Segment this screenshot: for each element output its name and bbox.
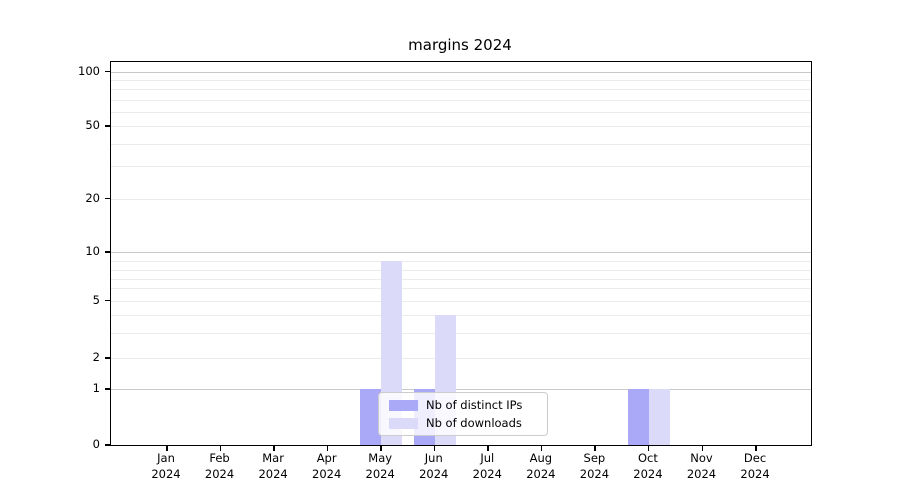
y-tick-label-20: 20	[85, 190, 100, 205]
legend-item-distinct-ips: Nb of distinct IPs	[389, 398, 547, 412]
x-tick-label-sep: Sep 2024	[579, 451, 610, 481]
x-tick-mark-may	[380, 446, 382, 451]
x-tick-label-feb: Feb 2024	[204, 451, 235, 481]
y-tick-label-100: 100	[78, 63, 100, 78]
minor-gridline-3	[111, 333, 811, 334]
x-tick-mark-sep	[594, 446, 596, 451]
x-tick-mark-jan	[166, 446, 168, 451]
legend-label-downloads: Nb of downloads	[426, 416, 522, 430]
minor-gridline-8	[111, 269, 811, 271]
plot-area: Nb of distinct IPs Nb of downloads	[110, 61, 812, 446]
minor-gridline-80	[111, 89, 811, 90]
y-tick-mark-0	[105, 444, 110, 446]
major-gridline-10	[111, 252, 811, 253]
major-gridline-100	[111, 71, 811, 73]
legend-item-downloads: Nb of downloads	[389, 416, 547, 430]
y-tick-mark-20	[105, 197, 110, 199]
minor-gridline-7	[111, 278, 811, 280]
minor-gridline-5	[111, 300, 811, 302]
minor-gridline-20	[111, 198, 811, 200]
minor-gridline-9	[111, 260, 811, 262]
y-tick-mark-10	[105, 251, 110, 253]
x-tick-label-jan: Jan 2024	[151, 451, 181, 481]
x-tick-label-may: May 2024	[365, 451, 395, 481]
y-tick-label-10: 10	[85, 244, 100, 258]
x-tick-label-aug: Aug 2024	[526, 451, 556, 481]
minor-gridline-70	[111, 99, 811, 101]
y-tick-mark-50	[105, 125, 110, 127]
legend: Nb of distinct IPs Nb of downloads	[378, 392, 548, 436]
minor-gridline-90	[111, 79, 811, 81]
x-tick-mark-feb	[219, 446, 222, 451]
legend-label-distinct-ips: Nb of distinct IPs	[426, 398, 523, 412]
x-tick-label-mar: Mar 2024	[258, 451, 288, 481]
minor-gridline-2	[111, 358, 811, 359]
major-gridline-1	[111, 389, 811, 390]
minor-gridline-30	[111, 166, 811, 167]
y-tick-label-1: 1	[92, 381, 100, 395]
x-tick-label-oct: Oct 2024	[633, 451, 663, 481]
bar-oct-downloads	[648, 389, 670, 445]
legend-swatch-downloads	[389, 417, 418, 429]
bar-oct-distinct-ips	[627, 389, 649, 445]
x-tick-label-jul: Jul 2024	[472, 451, 502, 481]
x-tick-mark-jul	[487, 446, 489, 451]
y-tick-mark-100	[105, 70, 110, 72]
y-tick-mark-5	[105, 299, 110, 301]
minor-gridline-6	[111, 288, 811, 289]
x-tick-mark-apr	[326, 446, 329, 451]
y-tick-label-0: 0	[92, 437, 100, 451]
x-tick-mark-jun	[433, 446, 436, 451]
minor-gridline-40	[111, 143, 811, 145]
x-tick-mark-aug	[540, 446, 543, 451]
x-tick-mark-nov	[701, 446, 703, 451]
legend-swatch-distinct-ips	[389, 399, 418, 411]
x-tick-label-nov: Nov 2024	[686, 451, 717, 481]
bar-may-distinct-ips	[360, 389, 382, 445]
x-tick-mark-dec	[755, 446, 757, 451]
x-tick-mark-oct	[647, 446, 650, 451]
y-tick-mark-2	[105, 357, 110, 359]
minor-gridline-50	[111, 126, 811, 127]
x-tick-label-jun: Jun 2024	[419, 451, 449, 481]
minor-gridline-60	[111, 111, 811, 113]
chart-title: margins 2024	[408, 36, 512, 54]
y-tick-label-5: 5	[92, 292, 100, 307]
minor-gridline-4	[111, 314, 811, 316]
y-tick-label-2: 2	[92, 350, 100, 364]
x-tick-label-apr: Apr 2024	[312, 451, 342, 481]
y-tick-label-50: 50	[85, 118, 100, 132]
y-tick-mark-1	[105, 388, 110, 390]
x-tick-mark-mar	[273, 446, 275, 451]
x-tick-label-dec: Dec 2024	[740, 451, 770, 481]
